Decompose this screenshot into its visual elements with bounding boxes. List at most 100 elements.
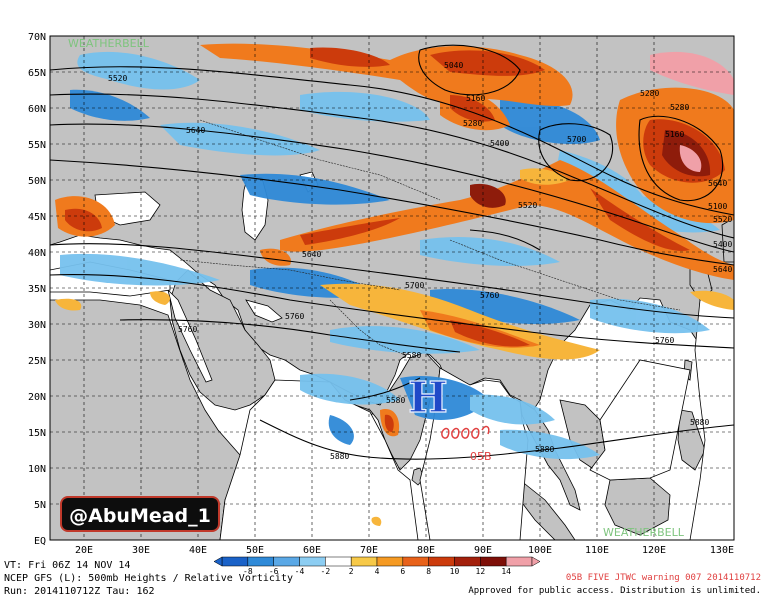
- south-china-sea: [589, 359, 691, 481]
- run-info-text: Run: 2014110712Z Tau: 162: [4, 586, 155, 597]
- lon-label: 120E: [642, 545, 666, 556]
- colorbar-tick-label: -6: [269, 567, 279, 576]
- lon-label: 110E: [585, 545, 609, 556]
- contour-label: 5280: [640, 89, 659, 98]
- contour-label: 5700: [405, 281, 424, 290]
- lon-label: 60E: [303, 545, 321, 556]
- colorbar-max-arrow: [531, 556, 541, 567]
- colorbar-tick-label: 4: [375, 567, 380, 576]
- valid-time-text: VT: Fri 06Z 14 NOV 14: [4, 560, 131, 571]
- lat-label: 65N: [28, 68, 46, 79]
- colorbar-tick-label: 2: [349, 567, 354, 576]
- contour-label: 5520: [713, 215, 732, 224]
- contour-label: 5640: [186, 126, 205, 135]
- colorbar-tick-label: 12: [476, 567, 486, 576]
- contour-label: 5760: [178, 325, 197, 334]
- contour-label: 5520: [518, 201, 537, 210]
- contour-label: 5520: [108, 74, 127, 83]
- contour-label: 5400: [490, 139, 509, 148]
- contour-label: 5880: [330, 452, 349, 461]
- colorbar-tick-label: 6: [400, 567, 405, 576]
- distribution-notice-text: Approved for public access. Distribution…: [468, 586, 761, 596]
- high-pressure-symbol: H: [408, 373, 448, 422]
- borders: [179, 119, 681, 356]
- lat-label: 50N: [28, 176, 46, 187]
- contour-label: 5880: [690, 418, 709, 427]
- colorbar-tick-label: -8: [243, 567, 253, 576]
- lat-label: EQ: [34, 536, 46, 547]
- lon-label: 130E: [710, 545, 734, 556]
- lat-label: 10N: [28, 464, 46, 475]
- colorbar-swatch: [247, 556, 274, 567]
- colorbar-swatch: [505, 556, 533, 567]
- colorbar-tick-label: 14: [501, 567, 511, 576]
- lon-label: 50E: [246, 545, 264, 556]
- lat-label: 35N: [28, 284, 46, 295]
- contour-label: 5280: [670, 103, 689, 112]
- lon-label: 90E: [474, 545, 492, 556]
- contour-labels: 5520 5640 5040 5160 5280 5400 5700 5280 …: [108, 61, 732, 461]
- colorbar-swatch: [454, 556, 481, 567]
- colorbar: -8 -6 -4 -2 2 4 6 8 10 12 14: [213, 556, 541, 576]
- colorbar-swatch: [402, 556, 429, 567]
- lat-label: 30N: [28, 320, 46, 331]
- colorbar-tick-label: -4: [295, 567, 305, 576]
- colorbar-swatch: [480, 556, 507, 567]
- persian-gulf: [245, 299, 283, 323]
- jtwc-warning-text: 05B FIVE JTWC warning 007 2014110712: [565, 573, 761, 583]
- watermark-bottom-right: WEATHERBELL: [603, 526, 685, 539]
- lat-label: 25N: [28, 356, 46, 367]
- lat-label: 45N: [28, 212, 46, 223]
- contour-label: 5160: [665, 130, 684, 139]
- contour-label: 5640: [302, 250, 321, 259]
- colorbar-swatch: [221, 556, 249, 567]
- colorbar-swatch: [350, 556, 378, 567]
- colorbar-swatch: [376, 556, 404, 567]
- lon-label: 80E: [417, 545, 435, 556]
- contour-label: 5700: [567, 135, 586, 144]
- contour-label: 5760: [285, 312, 304, 321]
- contour-label: 5760: [655, 336, 674, 345]
- contour-label: 5880: [535, 445, 554, 454]
- contour-label: 5160: [466, 94, 485, 103]
- colorbar-swatch: [428, 556, 455, 567]
- contour-label: 5640: [713, 265, 732, 274]
- colorbar-swatch: [299, 556, 326, 567]
- lat-label: 40N: [28, 248, 46, 259]
- lon-label: 70E: [360, 545, 378, 556]
- colorbar-min-arrow: [213, 556, 223, 567]
- positive-vorticity-shading: [55, 43, 734, 526]
- colorbar-tick-label: 8: [426, 567, 431, 576]
- model-description-text: NCEP GFS (L): 500mb Heights / Relative V…: [4, 573, 293, 584]
- lat-label: 15N: [28, 428, 46, 439]
- contour-label: 5400: [713, 240, 732, 249]
- contour-label: 5640: [708, 179, 727, 188]
- latitude-labels: 70N 65N 60N 55N 50N 45N 40N 35N 30N 25N …: [28, 32, 46, 547]
- colorbar-tick-label: 10: [450, 567, 460, 576]
- contour-label: 5280: [463, 119, 482, 128]
- height-contours: [50, 44, 734, 460]
- lat-label: 70N: [28, 32, 46, 43]
- lon-label: 40E: [189, 545, 207, 556]
- lon-label: 20E: [75, 545, 93, 556]
- contour-label: 5040: [444, 61, 463, 70]
- contour-label: 5580: [402, 351, 421, 360]
- author-badge: @AbuMead_1: [60, 496, 220, 532]
- contour-label: 5580: [386, 396, 405, 405]
- lat-label: 5N: [34, 500, 46, 511]
- lat-label: 20N: [28, 392, 46, 403]
- contour-label: 5100: [708, 202, 727, 211]
- lat-label: 55N: [28, 140, 46, 151]
- colorbar-swatch: [325, 556, 352, 567]
- watermark-top-left: WEATHERBELL: [68, 37, 150, 50]
- tc-number-label: 05B: [470, 450, 492, 463]
- lon-label: 100E: [528, 545, 552, 556]
- colorbar-swatch: [273, 556, 300, 567]
- latlon-grid: [50, 36, 734, 540]
- lat-label: 60N: [28, 104, 46, 115]
- lon-label: 30E: [132, 545, 150, 556]
- tropical-cyclone-track: [441, 425, 490, 439]
- red-sea: [167, 288, 213, 383]
- contour-label: 5760: [480, 291, 499, 300]
- longitude-labels: 20E 30E 40E 50E 60E 70E 80E 90E 100E 110…: [75, 545, 734, 556]
